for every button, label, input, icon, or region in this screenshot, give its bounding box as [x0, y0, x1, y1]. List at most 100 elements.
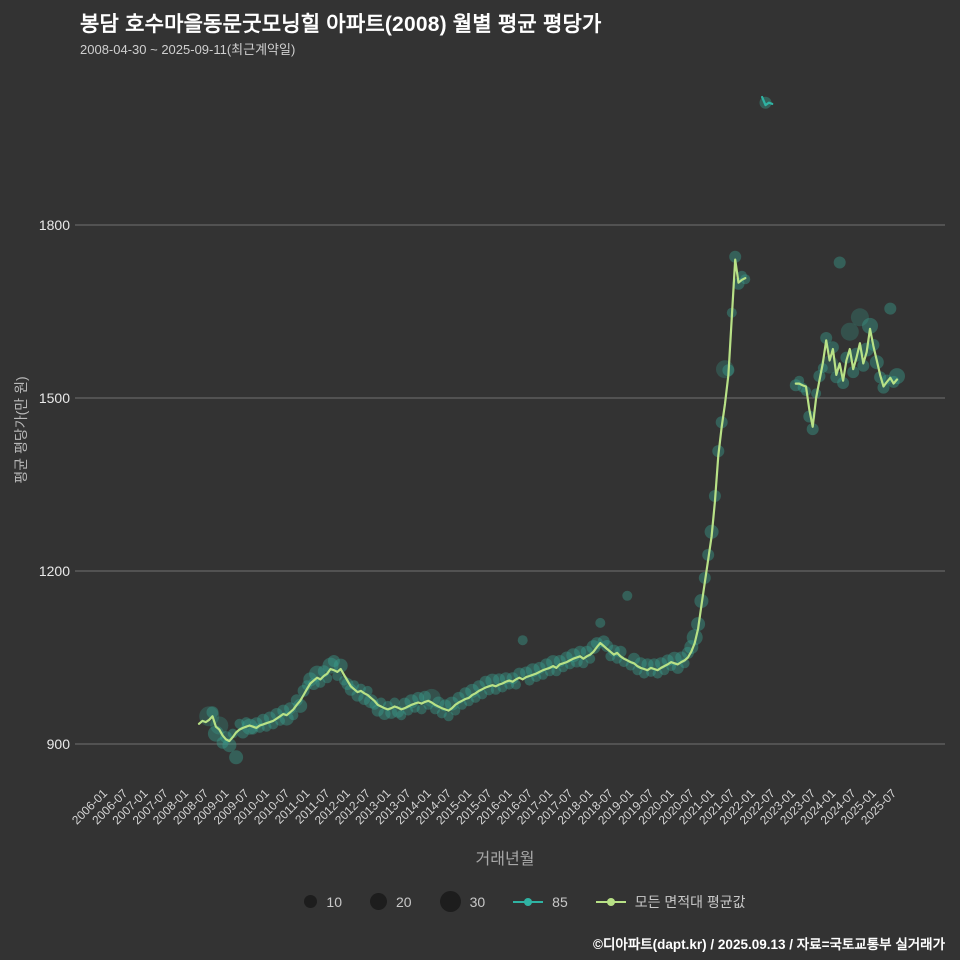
scatter-point [578, 658, 589, 669]
scatter-point [652, 668, 663, 679]
scatter-point [639, 668, 650, 679]
scatter-point [229, 750, 244, 765]
scatter-point [479, 675, 492, 688]
scatter-point [837, 377, 850, 389]
scatter-point [524, 675, 535, 686]
scatter-point [344, 683, 357, 696]
scatter-point [881, 374, 892, 385]
scatter-point [422, 688, 441, 707]
scatter-point [671, 661, 684, 674]
legend-size-label: 30 [469, 893, 486, 910]
size-circle-icon [304, 895, 318, 908]
legend-series-avg[interactable]: 모든 면적대 평균값 [595, 892, 746, 912]
x-axis-title: 거래년월 [475, 851, 535, 868]
size-circle-icon [370, 893, 387, 910]
scatter-point [303, 672, 318, 687]
scatter-point [293, 698, 308, 713]
scatter-point [729, 250, 742, 263]
line-swatch-icon [513, 897, 544, 907]
scatter-point [820, 332, 833, 344]
scatter-point [378, 708, 391, 720]
scatter-point [416, 704, 427, 715]
scatter-point [850, 308, 869, 327]
scatter-point [290, 694, 303, 707]
series-line-average [197, 258, 747, 743]
page-title: 봉담 호수마을동문굿모닝힐 아파트(2008) 월별 평균 평당가 [80, 13, 602, 36]
series-line-85 [760, 95, 774, 107]
scatter-point [332, 671, 343, 681]
scatter-point [436, 708, 447, 719]
scatter-point [490, 684, 501, 695]
scatter-point [840, 322, 859, 341]
legend-size-label: 10 [326, 893, 342, 910]
size-circle-icon [439, 891, 461, 912]
scatter-point [327, 655, 340, 667]
scatter-point [396, 710, 407, 721]
scatter-point [241, 717, 252, 728]
page-subtitle: 2008-04-30 ~ 2025-09-11(최근계약일) [80, 42, 296, 57]
legend: 10 20 30 85 모든 면적대 평균값 [45, 891, 960, 912]
scatter-point [301, 680, 312, 691]
scatter-point [206, 706, 219, 719]
legend-series-label: 모든 면적대 평균값 [634, 893, 746, 910]
credit-text: ©디아파트(dapt.kr) / 2025.09.13 / 자료=국토교통부 실… [593, 937, 945, 952]
scatter-point [789, 379, 802, 392]
legend-series-label: 85 [552, 893, 568, 910]
legend-series-85[interactable]: 85 [513, 894, 568, 910]
scatter-point [595, 617, 606, 628]
scatter-point [574, 645, 587, 658]
scatter-point [444, 696, 459, 711]
scatter-point [227, 728, 238, 739]
scatter-point [586, 640, 601, 655]
scatter-point [389, 697, 400, 708]
scatter-point [551, 666, 562, 677]
scatter-point [277, 704, 290, 717]
legend-size-10[interactable]: 10 [304, 894, 342, 910]
scatter-point [601, 640, 613, 652]
scatter-point [315, 677, 326, 688]
y-tick-label: 900 [47, 736, 71, 752]
scatter-point [847, 366, 860, 379]
series-line-average [794, 327, 899, 428]
scatter-point [307, 678, 320, 690]
scatter-point [830, 371, 843, 384]
scatter-point [889, 368, 905, 385]
scatter-point [806, 423, 819, 436]
scatter-point [241, 718, 258, 735]
scatter-point [234, 718, 245, 729]
scatter-point [333, 658, 348, 673]
scatter-point [833, 256, 846, 269]
scatter-point [485, 673, 500, 688]
scatter-point [884, 302, 897, 315]
y-tick-label: 1200 [39, 563, 70, 579]
y-tick-label: 1500 [39, 390, 70, 406]
legend-size-30[interactable]: 30 [439, 891, 486, 912]
scatter-point [443, 711, 454, 722]
scatter-point [513, 667, 526, 680]
scatter-point [412, 691, 425, 704]
scatter-point [351, 689, 364, 702]
scatter-point [857, 359, 870, 372]
scatter-point [222, 738, 237, 753]
scatter-point [418, 690, 431, 703]
scatter-point [404, 694, 419, 709]
y-axis-title: 평균 평당가(만 원) [13, 376, 29, 484]
line-swatch-icon [595, 897, 626, 907]
legend-size-label: 20 [396, 893, 412, 910]
scatter-point [566, 648, 581, 663]
y-tick-label: 1800 [39, 217, 70, 233]
scatter-point [546, 655, 561, 670]
scatter-point [686, 629, 703, 646]
scatter-point [371, 704, 384, 717]
scatter-point [459, 687, 472, 700]
scatter-point [590, 637, 603, 650]
scatter-point [862, 317, 878, 334]
scatter-point [517, 635, 528, 646]
scatter-point [364, 694, 378, 709]
legend-size-20[interactable]: 20 [370, 893, 412, 910]
scatter-point [622, 590, 633, 601]
scatter-point [284, 702, 297, 715]
scatter-point [826, 341, 839, 354]
